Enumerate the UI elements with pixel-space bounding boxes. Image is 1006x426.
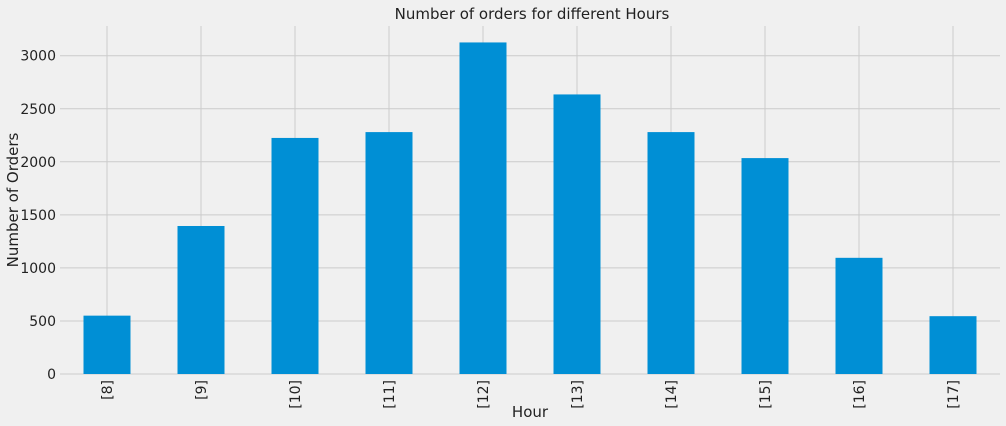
chart-title: Number of orders for different Hours — [395, 5, 670, 23]
bar-11 — [365, 132, 413, 374]
bar-16 — [835, 257, 883, 374]
y-tick-labels: 0 500 1000 1500 2000 2500 3000 — [20, 49, 56, 383]
x-axis-title: Hour — [512, 403, 549, 421]
x-tick-label: [8] — [100, 380, 116, 400]
x-tick-label: [10] — [288, 380, 304, 409]
y-tick-label: 500 — [29, 314, 56, 330]
y-axis-title: Number of Orders — [4, 132, 22, 267]
y-tick-label: 0 — [47, 367, 56, 383]
bar-10 — [271, 137, 319, 374]
bar-14 — [647, 132, 695, 374]
y-tick-label: 3000 — [20, 49, 56, 65]
y-tick-label: 1000 — [20, 261, 56, 277]
bar-13 — [553, 94, 601, 375]
x-tick-labels: [8] [9] [10] [11] [12] [13] [14] [15] [16] [17] — [100, 380, 962, 409]
x-tick-label: [12] — [476, 380, 492, 409]
x-tick-label: [14] — [664, 380, 680, 409]
x-tick-label: [9] — [194, 380, 210, 400]
y-tick-label: 2500 — [20, 102, 56, 118]
bar-17 — [929, 316, 977, 374]
y-tick-label: 1500 — [20, 208, 56, 224]
y-tick-label: 2000 — [20, 155, 56, 171]
bar-12 — [459, 42, 507, 374]
bar-layer — [83, 42, 977, 375]
x-tick-label: [16] — [852, 380, 868, 409]
bar-15 — [741, 158, 789, 374]
x-tick-label: [17] — [946, 380, 962, 409]
x-tick-label: [11] — [382, 380, 398, 409]
bar-9 — [177, 225, 225, 374]
x-tick-label: [13] — [570, 380, 586, 409]
x-tick-label: [15] — [758, 380, 774, 409]
bar-8 — [83, 315, 131, 374]
